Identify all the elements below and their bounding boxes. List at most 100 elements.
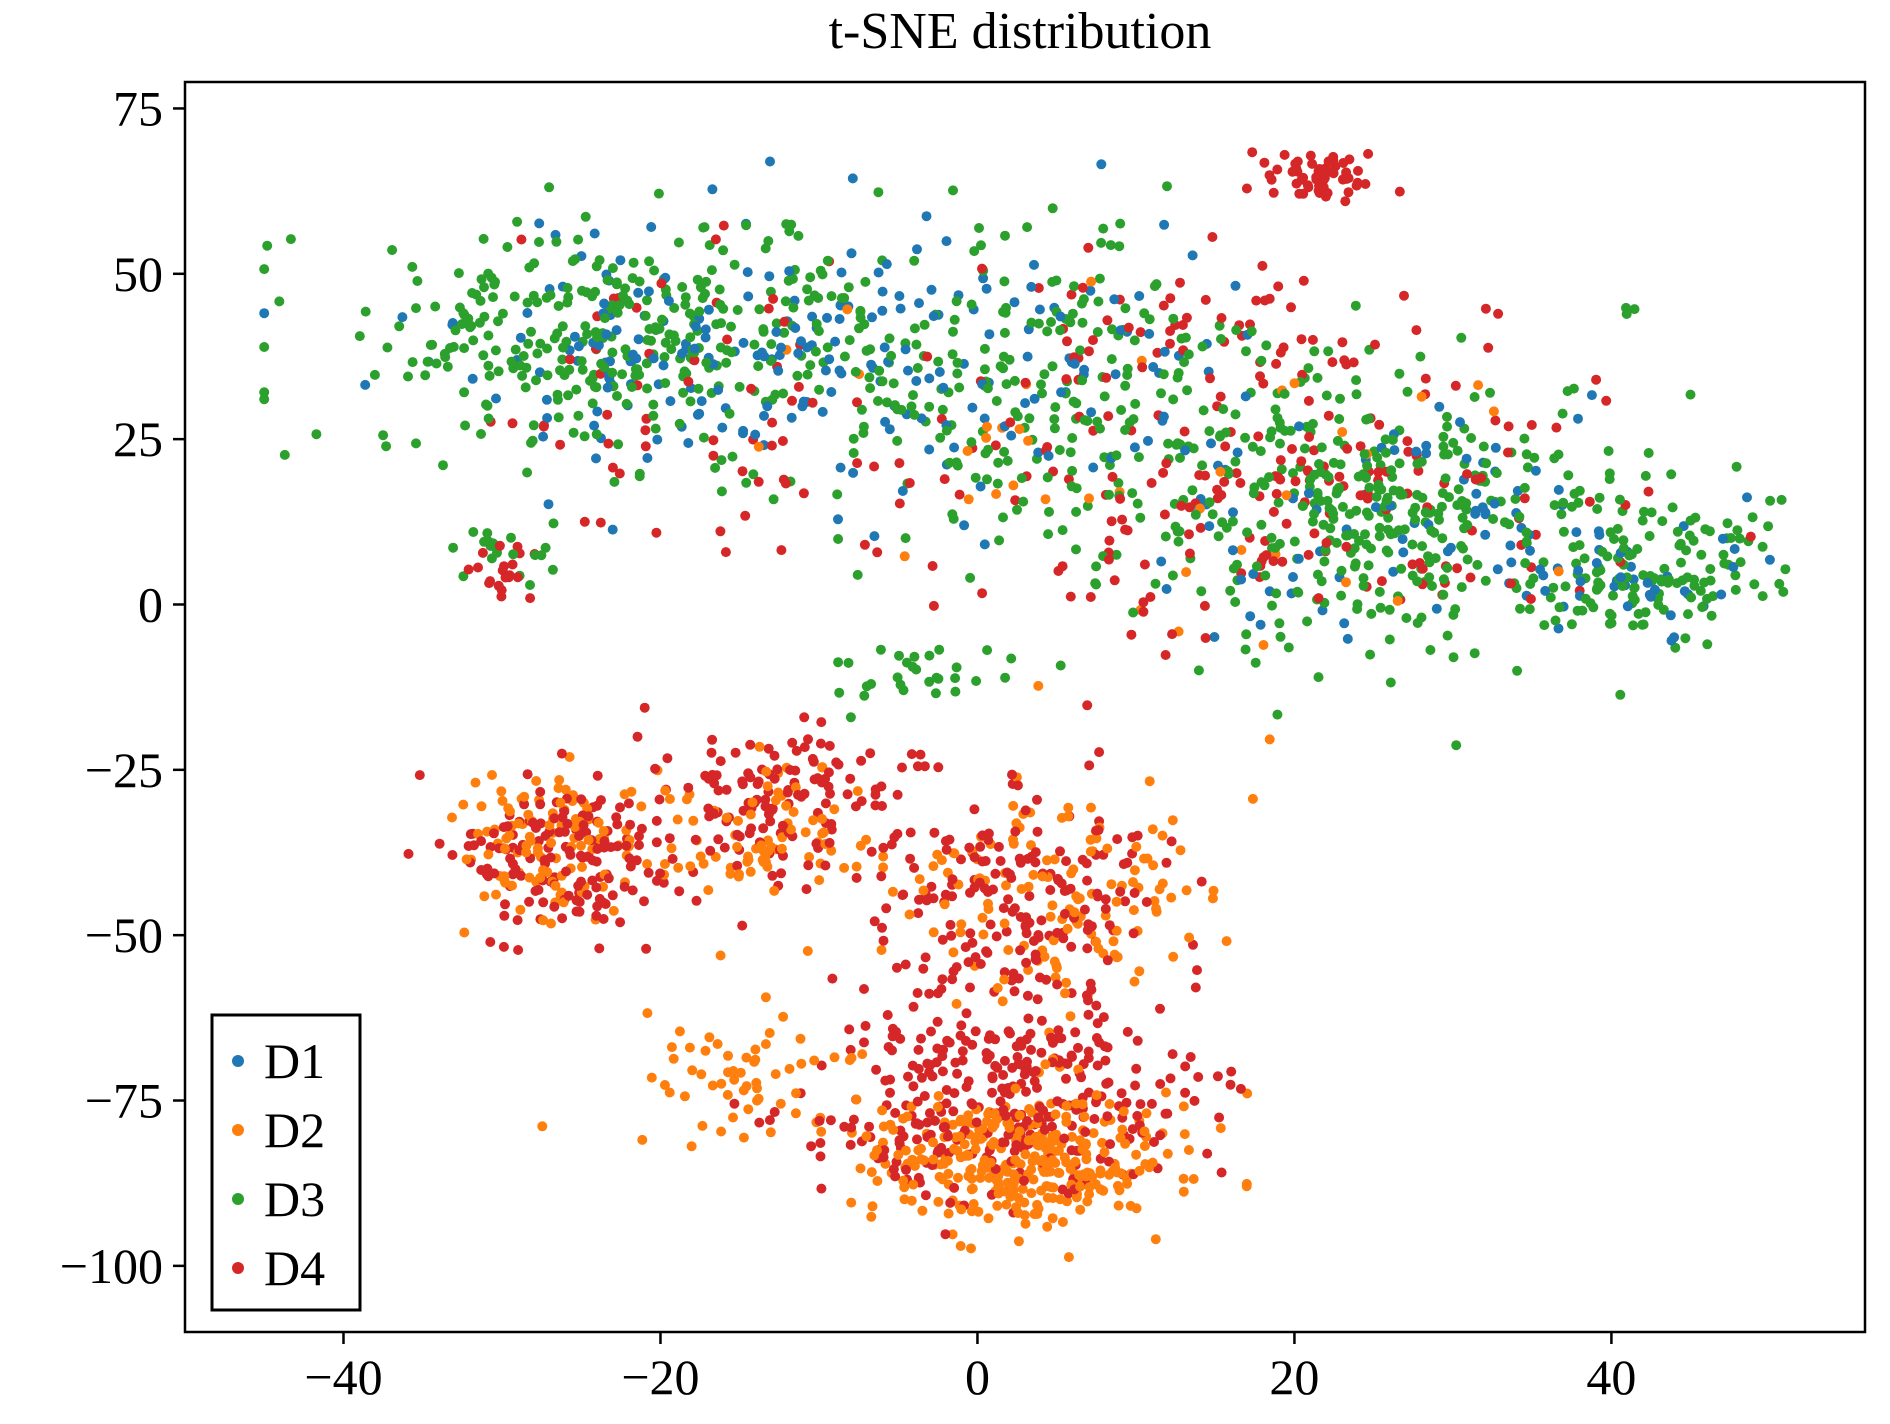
point-d2 [728,1066,739,1076]
point-d3 [1327,505,1337,516]
point-d4 [1296,456,1307,467]
point-d3 [1456,332,1467,343]
point-d4 [1014,853,1025,864]
point-d4 [1011,1140,1022,1150]
point-d3 [612,307,623,318]
point-d4 [814,1115,825,1126]
point-d1 [1144,328,1155,339]
point-d1 [836,267,847,278]
point-d4 [538,897,549,908]
point-d3 [523,338,534,349]
point-d3 [724,408,735,419]
point-d1 [713,385,724,395]
point-d4 [1053,1025,1064,1036]
point-d3 [1519,433,1530,444]
point-d4 [842,789,853,800]
point-d4 [1012,780,1023,791]
point-d3 [861,681,872,692]
point-d1 [1442,546,1453,557]
point-d4 [981,1048,992,1058]
point-d1 [949,442,960,453]
point-d4 [519,799,530,810]
point-d4 [940,836,951,847]
point-d3 [1328,457,1339,468]
point-d3 [422,356,433,367]
point-d3 [1265,432,1276,443]
point-d4 [1162,1108,1173,1119]
point-d4 [498,941,509,952]
point-d2 [770,1069,781,1080]
point-d3 [1688,535,1699,546]
point-d3 [1387,434,1398,445]
point-d2 [933,1091,944,1101]
point-d3 [1371,491,1382,502]
point-d4 [969,804,980,815]
point-d4 [949,1088,960,1099]
point-d3 [1437,488,1448,499]
point-d4 [1009,986,1020,997]
point-d3 [479,282,489,293]
point-d2 [1023,881,1034,892]
point-d4 [1411,325,1422,336]
point-d2 [1086,276,1097,287]
point-d4 [1011,1041,1022,1052]
point-d1 [1609,581,1620,592]
point-d3 [1315,496,1326,506]
point-d3 [1749,579,1760,590]
point-d4 [594,893,605,904]
point-d3 [1333,484,1344,495]
point-d2 [977,912,988,923]
point-d3 [1515,603,1525,614]
point-d4 [799,712,810,723]
point-d3 [1778,586,1789,597]
point-d3 [478,233,489,244]
point-d2 [878,851,889,862]
point-d4 [557,913,568,924]
point-d2 [554,775,565,785]
point-d3 [1566,619,1577,630]
point-d3 [966,299,977,310]
point-d3 [1427,581,1437,591]
point-d2 [998,1163,1009,1174]
point-d4 [974,877,985,888]
point-d1 [1573,565,1584,576]
point-d3 [721,357,732,368]
point-d4 [1551,422,1562,433]
point-d3 [1612,523,1623,534]
point-d2 [917,1205,928,1216]
point-d1 [900,344,911,355]
point-d3 [1128,607,1139,618]
point-d4 [1304,432,1315,442]
point-d4 [1146,1098,1157,1109]
point-d3 [1407,539,1418,550]
point-d4 [605,842,616,853]
point-d2 [1111,1167,1122,1178]
point-d3 [1066,481,1077,492]
point-d4 [476,836,487,847]
point-d4 [981,946,992,957]
point-d2 [1057,1217,1068,1227]
point-d2 [1247,793,1258,804]
x-tick-label: −40 [304,1349,382,1405]
point-d3 [482,400,493,411]
point-d4 [1196,876,1207,887]
point-d4 [919,1091,930,1101]
point-d4 [1032,826,1043,837]
point-d3 [568,427,579,438]
point-d4 [1085,978,1096,989]
point-d3 [521,362,532,373]
point-d4 [878,935,889,946]
point-d3 [609,476,620,487]
point-d2 [1040,494,1051,505]
point-d4 [782,787,793,798]
point-d4 [485,937,496,947]
point-d2 [1045,911,1056,922]
point-d4 [1601,395,1612,406]
point-d3 [1548,582,1559,593]
point-d4 [1102,955,1113,966]
point-d4 [1045,885,1056,895]
point-d2 [1085,834,1096,845]
point-d4 [1107,471,1118,482]
point-d2 [519,791,530,802]
point-d3 [1276,464,1287,475]
